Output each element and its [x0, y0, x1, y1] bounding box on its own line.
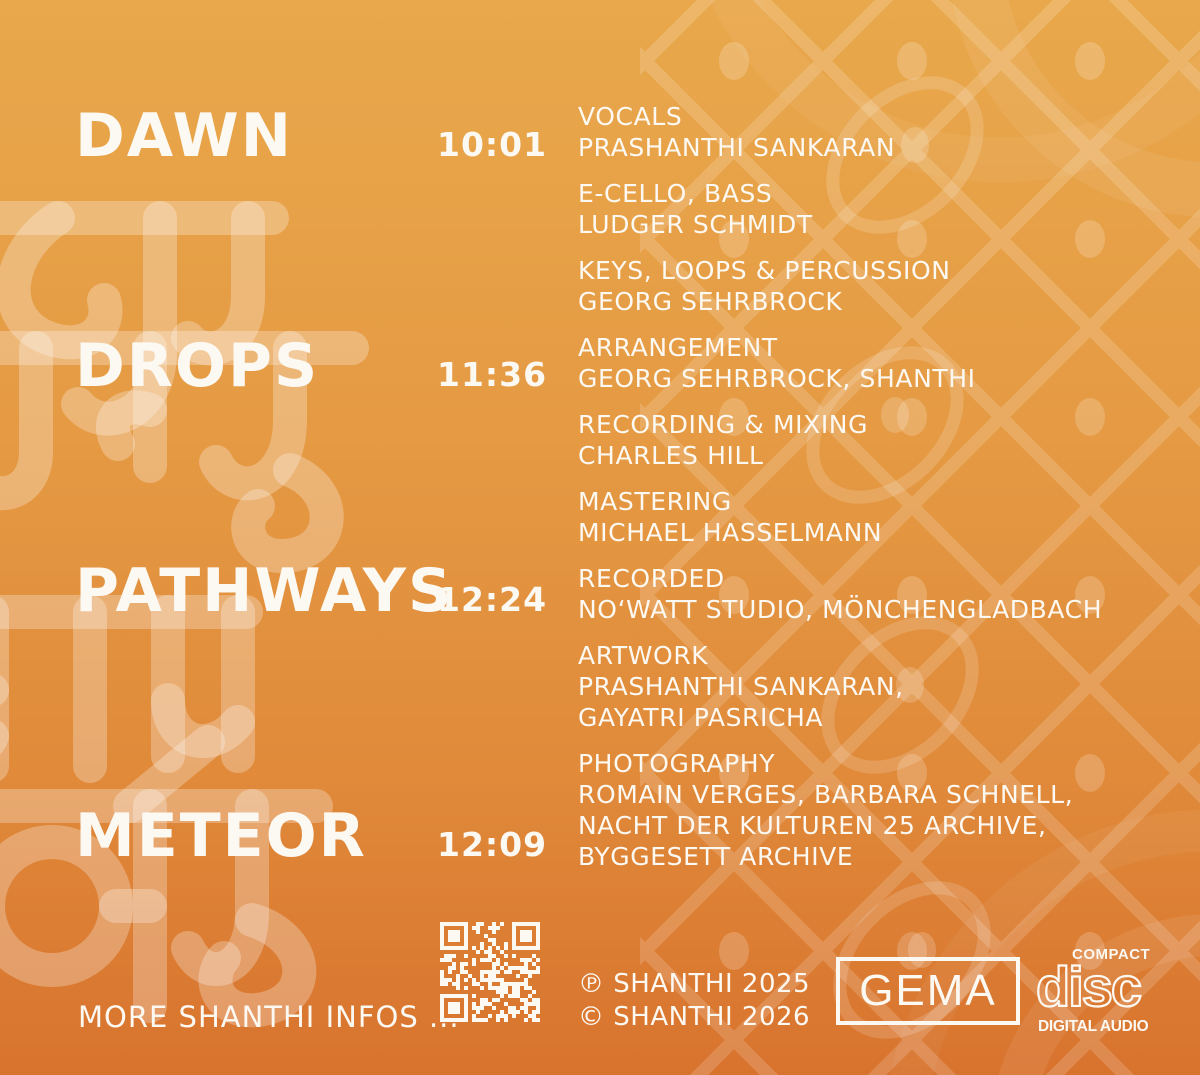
credit-role: PHOTOGRAPHY [578, 749, 776, 778]
track-title: DAWN [75, 101, 293, 171]
track-duration: 10:01 [437, 125, 548, 164]
track-duration: 12:24 [437, 580, 548, 619]
credit-name: GEORG SEHRBROCK [578, 287, 843, 316]
credits-list: VOCALS PRASHANTHI SANKARAN E-CELLO, BASS… [578, 101, 1102, 872]
track-row: DROPS 11:36 [75, 331, 547, 401]
credit-group: PHOTOGRAPHY ROMAIN VERGES, BARBARA SCHNE… [578, 748, 1102, 872]
track-duration: 11:36 [437, 355, 548, 394]
credit-name: GEORG SEHRBROCK, SHANTHI [578, 364, 976, 393]
credit-role: VOCALS [578, 102, 683, 131]
credit-name: LUDGER SCHMIDT [578, 210, 813, 239]
track-row: PATHWAYS 12:24 [75, 556, 547, 626]
track-duration: 12:09 [437, 825, 548, 864]
cd-digital-audio-text: DIGITAL AUDIO [1038, 1018, 1149, 1035]
track-title: DROPS [75, 331, 320, 401]
credit-name: NACHT DER KULTUREN 25 ARCHIVE, [578, 811, 1047, 840]
credit-group: ARRANGEMENT GEORG SEHRBROCK, SHANTHI [578, 332, 1102, 394]
credit-role: E-CELLO, BASS [578, 179, 773, 208]
credit-name: GAYATRI PASRICHA [578, 703, 824, 732]
credit-group: MASTERING MICHAEL HASSELMANN [578, 486, 1102, 548]
credit-name: NO‘WATT STUDIO, MÖNCHENGLADBACH [578, 595, 1103, 624]
credit-group: RECORDED NO‘WATT STUDIO, MÖNCHENGLADBACH [578, 563, 1102, 625]
devanagari-ketu [0, 725, 333, 1028]
credit-group: RECORDING & MIXING CHARLES HILL [578, 409, 1102, 471]
credit-role: ARRANGEMENT [578, 333, 778, 362]
credit-name: ROMAIN VERGES, BARBARA SCHNELL, [578, 780, 1074, 809]
qr-code [440, 922, 540, 1022]
credit-name: PRASHANTHI SANKARAN [578, 133, 896, 162]
credit-group: ARTWORK PRASHANTHI SANKARAN, GAYATRI PAS… [578, 640, 1102, 733]
credit-role: KEYS, LOOPS & PERCUSSION [578, 256, 951, 285]
phonogram-line: ℗ SHANTHI 2025 [578, 969, 811, 999]
gema-label: GEMA [859, 966, 997, 1015]
credit-group: VOCALS PRASHANTHI SANKARAN [578, 101, 1102, 163]
credit-role: RECORDING & MIXING [578, 410, 869, 439]
svg-text:disc: disc [1036, 955, 1141, 1018]
cd-disc-outline-text: disc [1035, 954, 1166, 1023]
credit-group: KEYS, LOOPS & PERCUSSION GEORG SEHRBROCK [578, 255, 1102, 317]
track-row: DAWN 10:01 [75, 101, 547, 171]
credit-role: RECORDED [578, 564, 725, 593]
credit-name: CHARLES HILL [578, 441, 764, 470]
track-title: PATHWAYS [75, 556, 454, 626]
credit-role: MASTERING [578, 487, 732, 516]
track-row: METEOR 12:09 [75, 801, 547, 871]
publishing-lines: ℗ SHANTHI 2025 © SHANTHI 2026 [578, 968, 810, 1034]
track-title: METEOR [75, 801, 367, 871]
cd-compact-text: COMPACT [1072, 946, 1151, 963]
credit-name: BYGGESETT ARCHIVE [578, 842, 854, 871]
devanagari-marga [0, 595, 263, 783]
more-infos-text: MORE SHANTHI INFOS ... [78, 1000, 460, 1034]
compact-disc-logo: COMPACT disc DIGITAL AUDIO [1035, 946, 1166, 1038]
credit-name: MICHAEL HASSELMANN [578, 518, 883, 547]
credit-name: PRASHANTHI SANKARAN, [578, 672, 904, 701]
copyright-line: © SHANTHI 2026 [578, 1002, 811, 1032]
gema-logo: GEMA [836, 957, 1020, 1025]
credit-role: ARTWORK [578, 641, 709, 670]
credit-group: E-CELLO, BASS LUDGER SCHMIDT [578, 178, 1102, 240]
